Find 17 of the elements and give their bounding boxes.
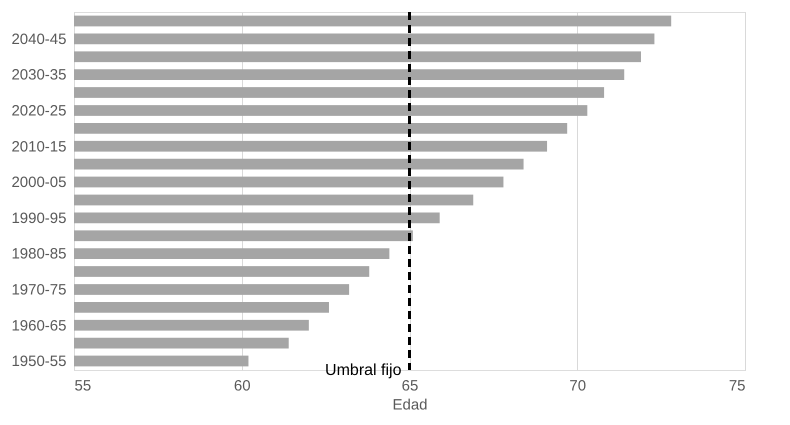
y-tick-label: 2000-05 <box>11 174 66 192</box>
y-tick-label: 1960-65 <box>11 317 66 334</box>
y-tick-label: 2040-45 <box>11 30 66 48</box>
x-tick-label: 60 <box>234 378 251 394</box>
x-tick-label: 55 <box>74 378 92 394</box>
y-tick-label: 2030-35 <box>11 66 66 84</box>
ref-line-label: Umbral fijo <box>325 362 402 379</box>
y-tick-label: 1980-85 <box>11 246 66 263</box>
x-tick-label: 75 <box>728 378 746 394</box>
y-tick-label: 1950-55 <box>11 353 66 370</box>
y-tick-label: 1970-75 <box>11 281 66 298</box>
y-tick-label: 2020-25 <box>11 102 66 120</box>
y-tick-label: 1990-95 <box>11 210 66 227</box>
x-tick-label: 65 <box>402 378 418 394</box>
y-tick-label: 2010-15 <box>11 138 66 156</box>
x-axis-title: Edad <box>392 396 428 414</box>
x-tick-label: 70 <box>569 378 586 394</box>
